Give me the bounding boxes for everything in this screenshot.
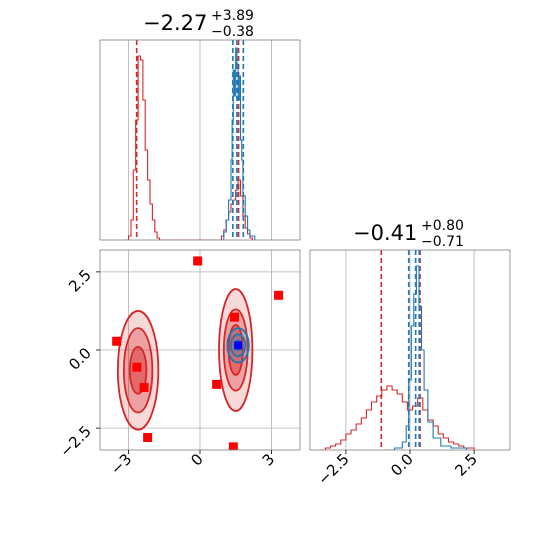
histogram-series-0 (123, 55, 253, 240)
marker-point (139, 383, 149, 392)
marker-point (193, 256, 203, 266)
marginal-histogram-param2: −2.5 0.0 2.5 −0.41 +0.80 −0.71 (309, 218, 511, 489)
x-tick-label: 3 (259, 450, 278, 469)
title-upper-error: +0.80 (421, 218, 464, 234)
marginal-histogram-param1: −2.27 +3.89 −0.38 (99, 8, 301, 241)
marker-point (212, 379, 222, 389)
title-median: −0.41 (353, 221, 417, 245)
marker-point (274, 290, 284, 300)
marker-point (132, 362, 142, 372)
marker-point (228, 442, 238, 450)
marker-point (143, 433, 153, 442)
marker-point (112, 336, 122, 346)
title-lower-error: −0.38 (211, 24, 254, 40)
truth-marker (234, 341, 243, 350)
x-tick-label: −2.5 (314, 450, 352, 488)
x-tick-label: 0 (187, 450, 206, 469)
title-upper-error: +3.89 (211, 8, 254, 24)
panel-frame (99, 39, 301, 241)
x-tick-label: −3 (107, 450, 135, 478)
y-tick-label: −2.5 (56, 422, 94, 460)
y-tick-label: 0.0 (65, 344, 95, 374)
x-tick-label: 0.0 (387, 450, 417, 480)
title-median: −2.27 (143, 11, 207, 35)
histogram-series-0 (320, 385, 475, 450)
x-tick-label: 2.5 (451, 450, 481, 480)
joint-scatter-panel: −3 0 3 −2.5 0.0 2.5 (56, 249, 301, 478)
title-lower-error: −0.71 (421, 234, 464, 250)
marker-point (230, 312, 240, 322)
histogram-series-1 (384, 265, 467, 450)
y-tick-label: 2.5 (65, 266, 95, 296)
